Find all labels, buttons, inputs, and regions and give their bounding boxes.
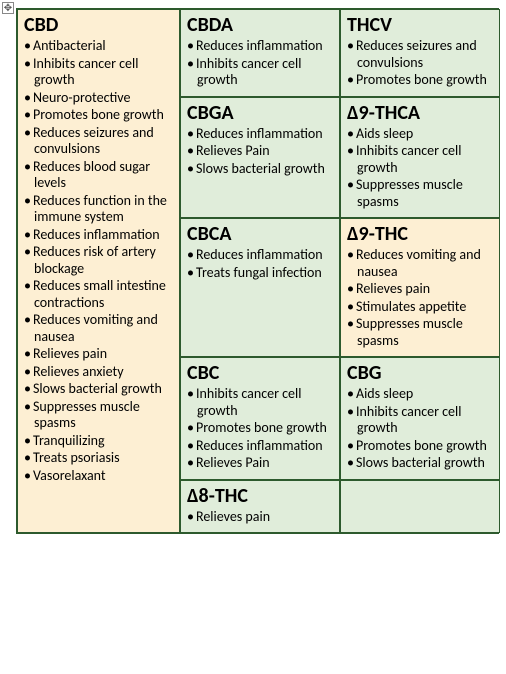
cell-title: CBC [187,362,333,384]
list-item: Aids sleep [347,126,493,143]
cell-d9thc: Δ9-THC Reduces vomiting and nauseaReliev… [340,218,500,357]
list-item: Vasorelaxant [24,468,173,485]
list-item: Slows bacterial growth [24,381,173,398]
list-item: Relieves anxiety [24,364,173,381]
list-item: Promotes bone growth [24,107,173,124]
cell-title: Δ9-THCA [347,102,493,124]
list-item: Inhibits cancer cell growth [24,56,173,89]
cell-title: THCV [347,14,493,36]
cell-d9thca: Δ9-THCA Aids sleepInhibits cancer cell g… [340,97,500,219]
cell-cbda: CBDA Reduces inflammationInhibits cancer… [180,9,340,97]
cell-cbd: CBD AntibacterialInhibits cancer cell gr… [17,9,180,533]
cell-title: CBD [24,14,173,36]
list-item: Promotes bone growth [347,438,493,455]
cell-cbga: CBGA Reduces inflammationRelieves PainSl… [180,97,340,219]
cell-list: Inhibits cancer cell growthPromotes bone… [187,386,333,472]
list-item: Reduces inflammation [187,247,333,264]
list-item: Suppresses muscle spasms [347,177,493,210]
list-item: Promotes bone growth [347,72,493,89]
cell-list: AntibacterialInhibits cancer cell growth… [24,38,173,484]
list-item: Reduces vomiting and nausea [347,247,493,280]
list-item: Inhibits cancer cell growth [347,404,493,437]
list-item: Aids sleep [347,386,493,403]
list-item: Inhibits cancer cell growth [187,56,333,89]
list-item: Suppresses muscle spasms [24,399,173,432]
table-wrapper: ✥ CBD AntibacterialInhibits cancer cell … [0,0,506,674]
list-item: Relieves pain [187,509,333,526]
list-item: Relieves pain [24,346,173,363]
list-item: Slows bacterial growth [347,455,493,472]
list-item: Relieves pain [347,281,493,298]
cell-cbc: CBC Inhibits cancer cell growthPromotes … [180,357,340,480]
list-item: Reduces risk of artery blockage [24,244,173,277]
list-item: Reduces inflammation [187,38,333,55]
list-item: Reduces inflammation [187,438,333,455]
list-item: Inhibits cancer cell growth [347,143,493,176]
list-item: Reduces vomiting and nausea [24,312,173,345]
cell-list: Reduces inflammationRelieves PainSlows b… [187,126,333,178]
list-item: Inhibits cancer cell growth [187,386,333,419]
list-item: Stimulates appetite [347,299,493,316]
cell-list: Reduces seizures and convulsionsPromotes… [347,38,493,89]
list-item: Reduces inflammation [24,227,173,244]
list-item: Reduces small intestine contractions [24,278,173,311]
list-item: Antibacterial [24,38,173,55]
cell-title: CBGA [187,102,333,124]
cell-cbg: CBG Aids sleepInhibits cancer cell growt… [340,357,500,480]
list-item: Treats psoriasis [24,450,173,467]
list-item: Relieves Pain [187,455,333,472]
list-item: Relieves Pain [187,143,333,160]
list-item: Promotes bone growth [187,420,333,437]
list-item: Reduces inflammation [187,126,333,143]
cell-d8thc: Δ8-THC Relieves pain [180,480,340,534]
cell-title: Δ9-THC [347,223,493,245]
cell-title: CBG [347,362,493,384]
cell-empty [340,480,500,534]
list-item: Reduces seizures and convulsions [24,125,173,158]
list-item: Reduces seizures and convulsions [347,38,493,71]
cell-list: Relieves pain [187,509,333,526]
move-table-icon[interactable]: ✥ [2,2,14,14]
cell-list: Reduces inflammationInhibits cancer cell… [187,38,333,89]
list-item: Reduces function in the immune system [24,193,173,226]
cell-list: Aids sleepInhibits cancer cell growthSup… [347,126,493,211]
list-item: Neuro-protective [24,90,173,107]
list-item: Treats fungal infection [187,265,333,282]
cell-list: Reduces vomiting and nauseaRelieves pain… [347,247,493,349]
cell-list: Reduces inflammationTreats fungal infect… [187,247,333,281]
cell-cbca: CBCA Reduces inflammationTreats fungal i… [180,218,340,357]
list-item: Tranquilizing [24,433,173,450]
cell-title: Δ8-THC [187,485,333,507]
list-item: Suppresses muscle spasms [347,316,493,349]
cell-title: CBDA [187,14,333,36]
cell-list: Aids sleepInhibits cancer cell growthPro… [347,386,493,472]
list-item: Reduces blood sugar levels [24,159,173,192]
cannabinoid-grid: CBD AntibacterialInhibits cancer cell gr… [16,8,499,534]
cell-thcv: THCV Reduces seizures and convulsionsPro… [340,9,500,97]
cell-title: CBCA [187,223,333,245]
list-item: Slows bacterial growth [187,161,333,178]
